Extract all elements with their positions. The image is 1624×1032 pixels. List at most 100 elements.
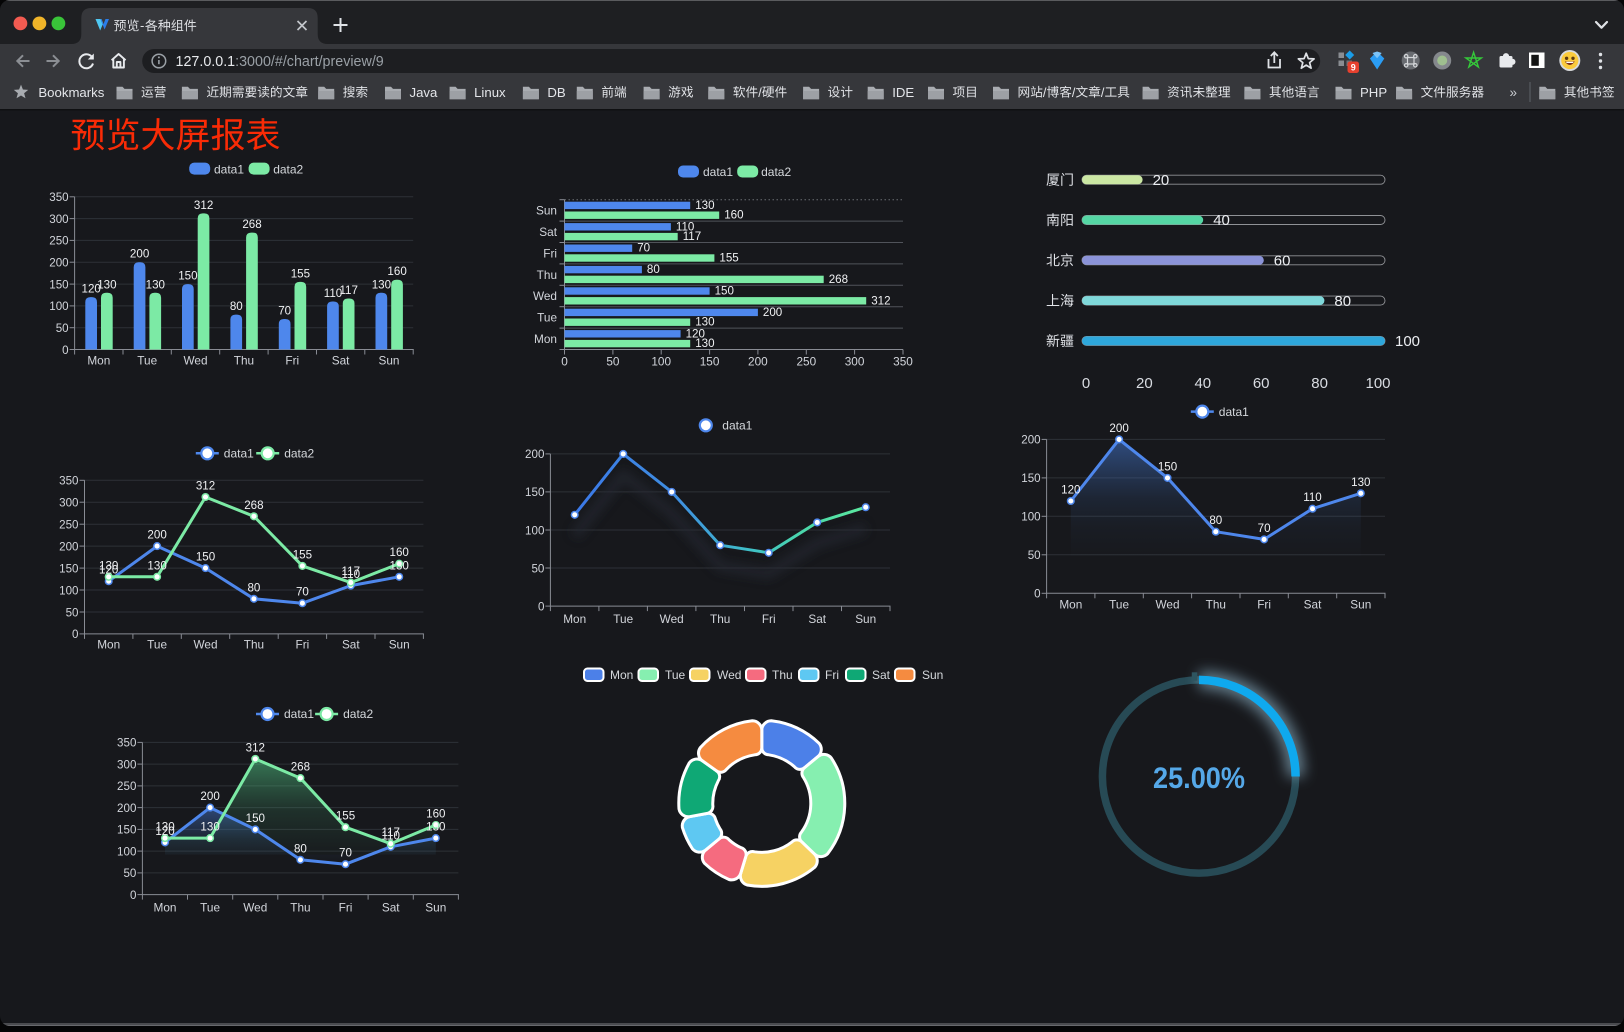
svg-text:150: 150	[178, 270, 197, 283]
svg-text:data1: data1	[214, 162, 244, 176]
svg-text:117: 117	[683, 230, 701, 243]
svg-text:Sun: Sun	[855, 612, 876, 626]
svg-text:268: 268	[244, 499, 263, 512]
svg-text:Sat: Sat	[872, 668, 891, 682]
svg-text:200: 200	[1109, 422, 1128, 435]
svg-text:130: 130	[695, 337, 714, 350]
svg-text:data2: data2	[273, 162, 303, 176]
svg-text:130: 130	[695, 199, 714, 212]
svg-text:50: 50	[531, 562, 544, 575]
svg-text:Thu: Thu	[710, 612, 730, 626]
svg-text:150: 150	[525, 486, 544, 499]
svg-text:150: 150	[1158, 460, 1177, 473]
svg-text:Thu: Thu	[772, 668, 793, 682]
svg-text:117: 117	[342, 565, 360, 578]
svg-text:Sun: Sun	[922, 668, 943, 682]
svg-text:data2: data2	[343, 707, 373, 721]
svg-text:Wed: Wed	[717, 668, 741, 682]
svg-text:268: 268	[242, 218, 261, 231]
svg-text:200: 200	[748, 355, 768, 369]
svg-text:110: 110	[381, 829, 399, 842]
svg-text:data2: data2	[761, 165, 791, 179]
svg-text:IDE: IDE	[892, 85, 914, 100]
svg-text:80: 80	[294, 842, 307, 855]
svg-text:Fri: Fri	[285, 354, 299, 368]
svg-text:Tue: Tue	[137, 354, 157, 368]
svg-text:Linux: Linux	[474, 85, 506, 100]
svg-text:300: 300	[49, 213, 68, 226]
svg-text:200: 200	[59, 540, 78, 553]
svg-text:312: 312	[196, 480, 215, 493]
svg-text:Mon: Mon	[1059, 598, 1082, 612]
svg-text:300: 300	[845, 355, 865, 369]
svg-text:Fri: Fri	[1257, 598, 1271, 612]
svg-text:70: 70	[296, 586, 309, 599]
svg-text:Mon: Mon	[534, 332, 557, 346]
svg-text:DB: DB	[547, 85, 566, 100]
svg-text:80: 80	[230, 300, 243, 313]
svg-text:/: /	[758, 86, 762, 100]
svg-text:Fri: Fri	[543, 246, 557, 260]
svg-text:100: 100	[525, 524, 544, 537]
svg-text:100: 100	[1021, 511, 1040, 524]
svg-text:200: 200	[1021, 434, 1040, 447]
svg-text:50: 50	[66, 606, 79, 619]
svg-text:80: 80	[1311, 375, 1328, 392]
svg-text:Tue: Tue	[200, 901, 220, 915]
svg-text:40: 40	[1194, 375, 1211, 392]
svg-text:150: 150	[700, 355, 720, 369]
svg-text:Tue: Tue	[613, 612, 633, 626]
svg-text:350: 350	[117, 737, 136, 750]
svg-text:20: 20	[1153, 172, 1170, 189]
svg-text:data1: data1	[284, 707, 314, 721]
svg-text:117: 117	[339, 284, 357, 297]
svg-text:120: 120	[686, 327, 705, 340]
svg-text:Mon: Mon	[87, 354, 110, 368]
svg-text:Sun: Sun	[379, 354, 400, 368]
svg-text:40: 40	[1213, 212, 1230, 229]
svg-text:350: 350	[49, 191, 68, 204]
svg-text:Tue: Tue	[147, 638, 167, 652]
svg-text:0: 0	[1034, 588, 1040, 601]
svg-text:155: 155	[291, 267, 310, 280]
svg-text:0: 0	[130, 889, 136, 902]
svg-text:160: 160	[390, 546, 409, 559]
svg-text:data1: data1	[722, 419, 752, 433]
svg-text:Sat: Sat	[342, 638, 360, 652]
svg-text:150: 150	[1021, 472, 1040, 485]
svg-text:110: 110	[342, 568, 360, 581]
svg-text:Wed: Wed	[183, 354, 207, 368]
svg-text:130: 130	[390, 559, 409, 572]
svg-text:127.0.0.1:3000/#/chart/preview: 127.0.0.1:3000/#/chart/preview/9	[176, 54, 384, 70]
svg-text:70: 70	[637, 242, 650, 255]
svg-text:-: -	[140, 18, 144, 33]
svg-text:130: 130	[146, 278, 165, 291]
svg-text:150: 150	[246, 812, 265, 825]
svg-text:Mon: Mon	[154, 901, 177, 915]
svg-text:110: 110	[1303, 491, 1321, 504]
svg-text:Wed: Wed	[1155, 598, 1179, 612]
svg-text:Sat: Sat	[382, 901, 400, 915]
svg-text:100: 100	[59, 584, 78, 597]
svg-text:200: 200	[147, 529, 166, 542]
svg-text:130: 130	[695, 316, 714, 329]
svg-text:130: 130	[200, 821, 219, 834]
svg-text:312: 312	[246, 741, 265, 754]
svg-text:200: 200	[49, 257, 68, 270]
svg-text:120: 120	[155, 825, 174, 838]
svg-text:160: 160	[724, 209, 743, 222]
svg-text:268: 268	[291, 761, 310, 774]
svg-text:9: 9	[1351, 63, 1356, 73]
svg-text:350: 350	[59, 475, 78, 488]
svg-text:150: 150	[117, 824, 136, 837]
svg-text:80: 80	[1334, 293, 1351, 310]
svg-text:25.00%: 25.00%	[1153, 762, 1245, 795]
svg-text:80: 80	[647, 263, 660, 276]
svg-text:Tue: Tue	[1109, 598, 1129, 612]
svg-text:160: 160	[426, 808, 445, 821]
svg-text:Wed: Wed	[243, 901, 267, 915]
svg-text:130: 130	[99, 559, 118, 572]
svg-text:130: 130	[155, 821, 174, 834]
svg-text:0: 0	[1082, 375, 1090, 392]
svg-text:80: 80	[247, 581, 260, 594]
